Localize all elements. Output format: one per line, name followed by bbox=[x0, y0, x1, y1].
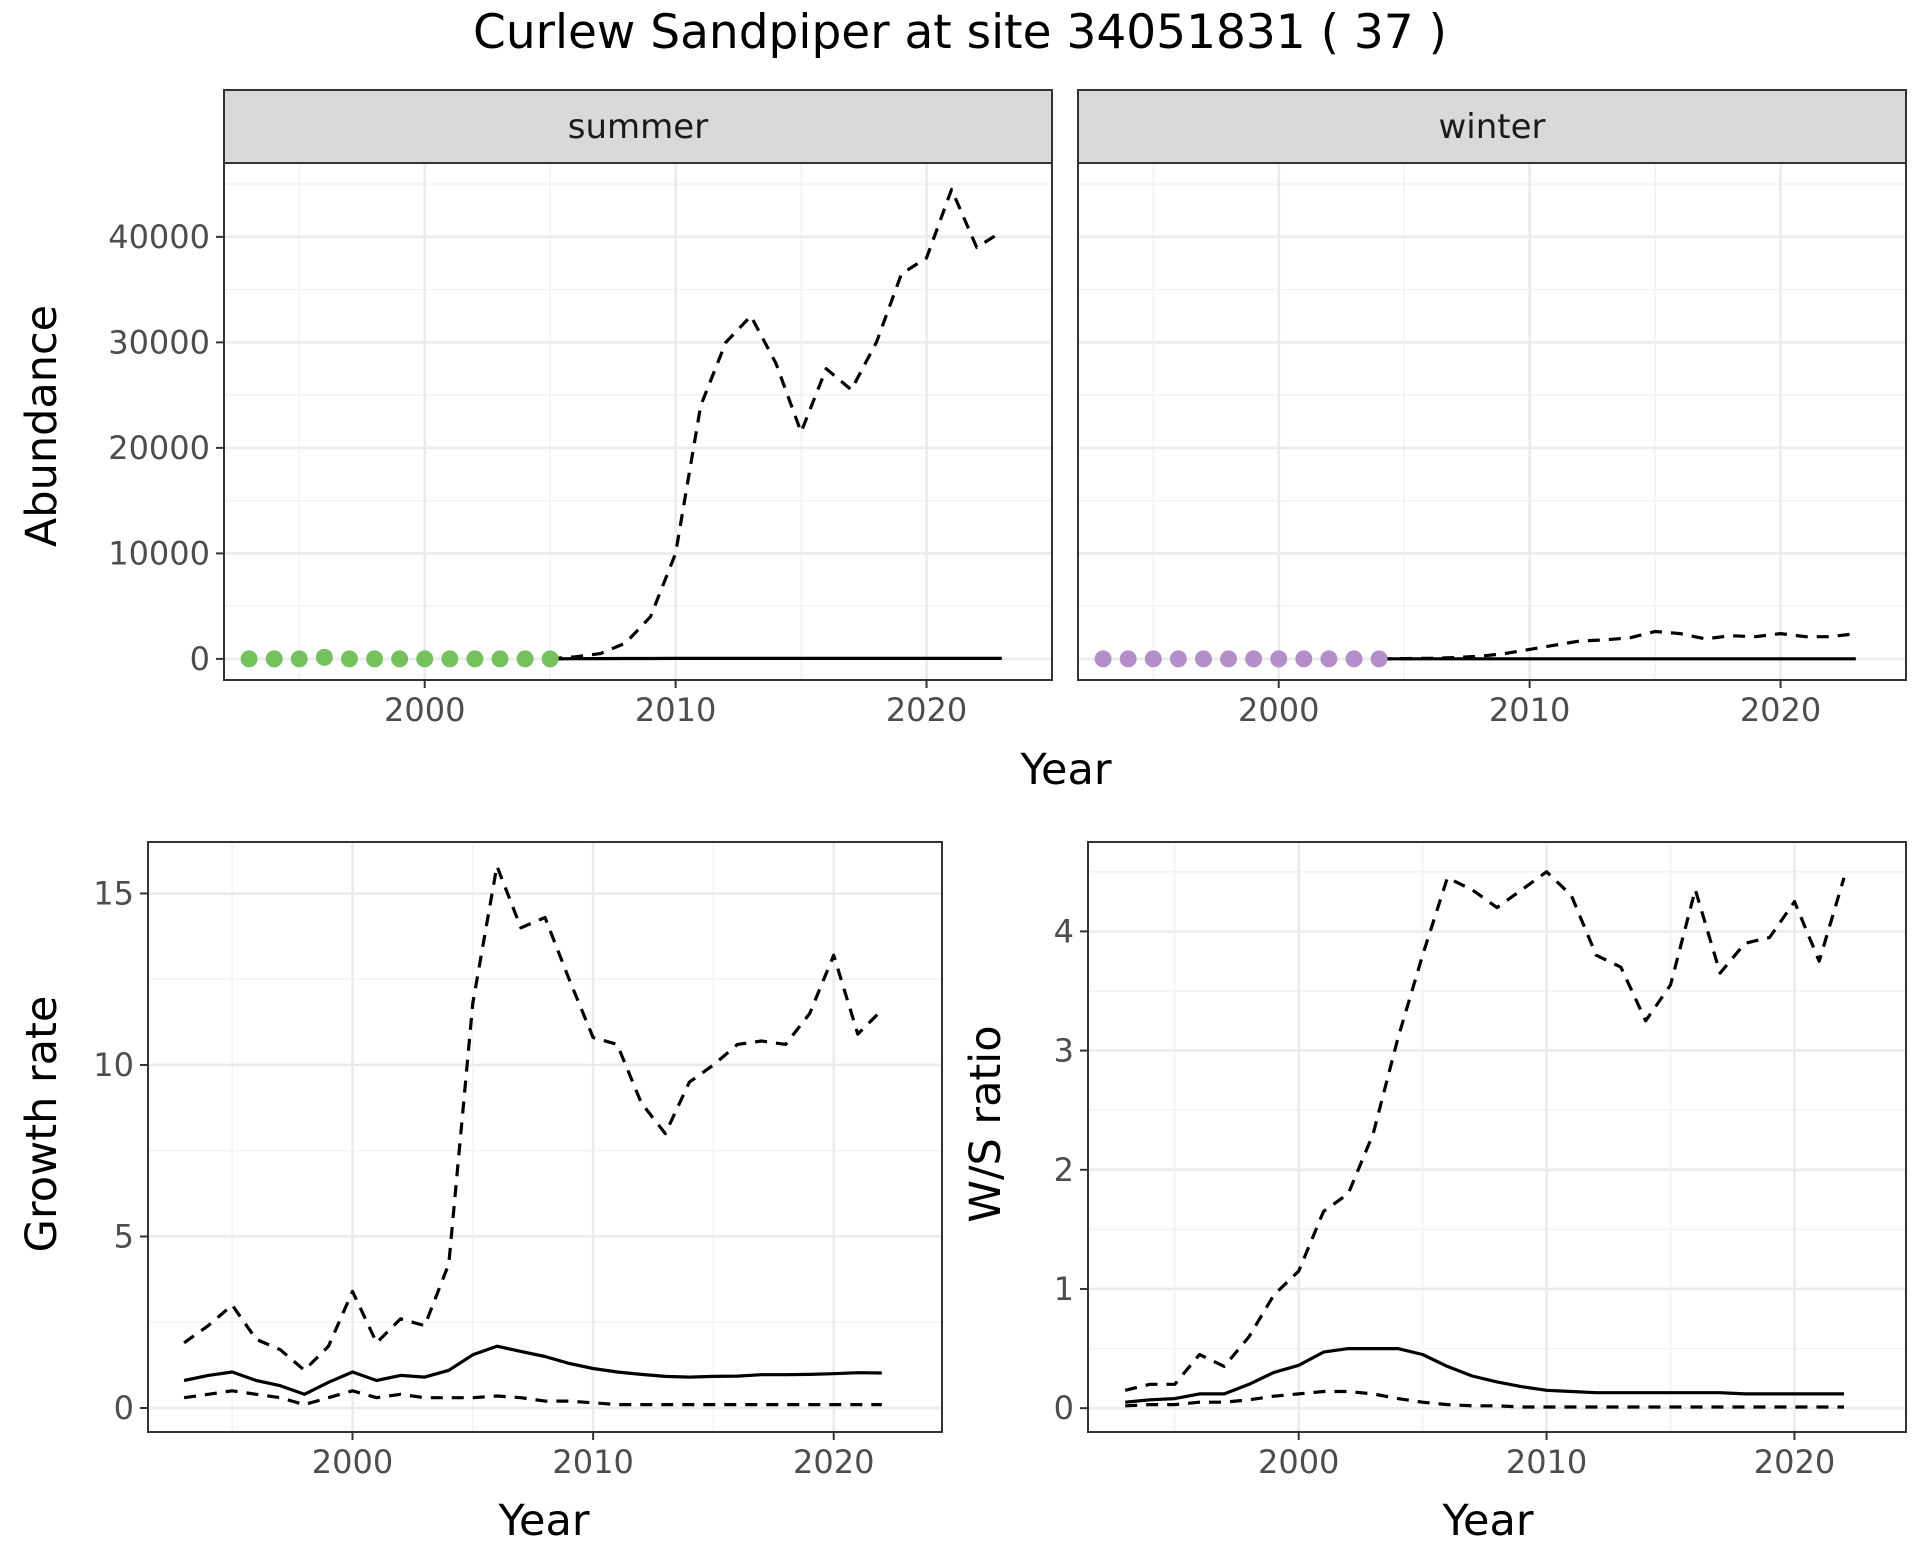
data-point bbox=[1194, 650, 1212, 668]
panel-background bbox=[1088, 842, 1906, 1432]
data-point bbox=[366, 650, 384, 668]
data-point bbox=[1144, 650, 1162, 668]
x-tick-label: 2010 bbox=[635, 691, 716, 729]
dashed-series-line bbox=[1124, 870, 1846, 1392]
abundance-x-axis-title: Year bbox=[1019, 745, 1111, 795]
data-point bbox=[1370, 650, 1388, 668]
data-point bbox=[516, 650, 534, 668]
x-tick-label: 2020 bbox=[793, 1443, 874, 1481]
y-tick-label: 0 bbox=[1054, 1389, 1074, 1427]
ws-ratio-panel: 2000 2010 2020 0 1 2 3 4 bbox=[1054, 841, 1907, 1481]
data-point bbox=[416, 650, 434, 668]
data-point bbox=[315, 648, 333, 666]
data-point bbox=[1295, 650, 1313, 668]
x-tick-label: 2010 bbox=[552, 1443, 633, 1481]
x-tick-label: 2020 bbox=[1740, 691, 1821, 729]
dashed-series-line bbox=[183, 864, 883, 1372]
x-tick-label: 2020 bbox=[1754, 1443, 1835, 1481]
y-tick-label: 2 bbox=[1054, 1151, 1074, 1189]
growth-y-axis-title: Growth rate bbox=[17, 996, 67, 1253]
x-tick-label: 2010 bbox=[1506, 1443, 1587, 1481]
y-tick-label: 1 bbox=[1054, 1270, 1074, 1308]
y-tick-label: 3 bbox=[1054, 1032, 1074, 1070]
facet-strip-label: winter bbox=[1438, 107, 1545, 147]
panel-background bbox=[1078, 163, 1906, 680]
abundance-winter-panel: 2000 2010 2020 winter bbox=[1077, 89, 1907, 729]
data-point bbox=[1220, 650, 1238, 668]
facet-strip bbox=[223, 89, 1053, 164]
data-point bbox=[1270, 650, 1288, 668]
y-tick-label: 5 bbox=[114, 1217, 134, 1255]
y-tick-label: 10 bbox=[93, 1046, 134, 1084]
dashed-series-line bbox=[550, 187, 1003, 661]
x-tick-label: 2010 bbox=[1489, 691, 1570, 729]
ws-y-axis-title: W/S ratio bbox=[961, 1025, 1011, 1222]
data-point bbox=[265, 650, 283, 668]
data-point bbox=[1169, 650, 1187, 668]
data-point bbox=[466, 650, 484, 668]
y-tick-label: 0 bbox=[114, 1389, 134, 1427]
growth-rate-panel: 2000 2010 2020 0 5 10 15 bbox=[93, 841, 943, 1481]
data-point bbox=[1245, 650, 1263, 668]
ws-x-axis-title: Year bbox=[1441, 1496, 1533, 1546]
x-tick-label: 2020 bbox=[886, 691, 967, 729]
data-point bbox=[340, 650, 358, 668]
solid-series-line bbox=[1125, 1347, 1844, 1404]
panel-background bbox=[148, 842, 942, 1432]
data-point bbox=[441, 650, 459, 668]
data-point bbox=[1320, 650, 1338, 668]
abundance-y-axis-title: Abundance bbox=[17, 305, 67, 547]
y-tick-label: 40000 bbox=[108, 218, 210, 256]
x-tick-label: 2000 bbox=[384, 691, 465, 729]
abundance-summer-panel: 2000 2010 2020 0 10000 20000 30000 40000 summer bbox=[108, 89, 1053, 729]
x-tick-label: 2000 bbox=[312, 1443, 393, 1481]
y-tick-label: 4 bbox=[1054, 912, 1074, 950]
solid-series-line bbox=[183, 1344, 882, 1396]
y-tick-label: 0 bbox=[190, 640, 210, 678]
growth-x-axis-title: Year bbox=[497, 1496, 589, 1546]
data-point bbox=[1094, 650, 1112, 668]
panel-border bbox=[1087, 841, 1907, 1433]
facet-strip-label: summer bbox=[568, 107, 708, 147]
data-point bbox=[541, 650, 559, 668]
data-point bbox=[391, 650, 409, 668]
x-tick-label: 2000 bbox=[1238, 691, 1319, 729]
figure-title: Curlew Sandpiper at site 34051831 ( 37 ) bbox=[473, 5, 1447, 60]
panel-background bbox=[224, 163, 1052, 680]
y-tick-label: 30000 bbox=[108, 323, 210, 361]
x-tick-label: 2000 bbox=[1258, 1443, 1339, 1481]
data-point bbox=[1345, 650, 1363, 668]
dashed-series-line bbox=[1125, 1389, 1844, 1409]
dashed-series-line bbox=[1379, 629, 1856, 661]
y-tick-label: 10000 bbox=[108, 534, 210, 572]
facet-strip bbox=[1077, 89, 1907, 164]
data-point bbox=[491, 650, 509, 668]
data-point bbox=[1119, 650, 1137, 668]
solid-series-line bbox=[550, 656, 1002, 661]
data-point bbox=[240, 650, 258, 668]
y-tick-label: 20000 bbox=[108, 429, 210, 467]
panel-border bbox=[147, 841, 943, 1433]
data-point bbox=[290, 650, 308, 668]
y-tick-label: 15 bbox=[93, 874, 134, 912]
